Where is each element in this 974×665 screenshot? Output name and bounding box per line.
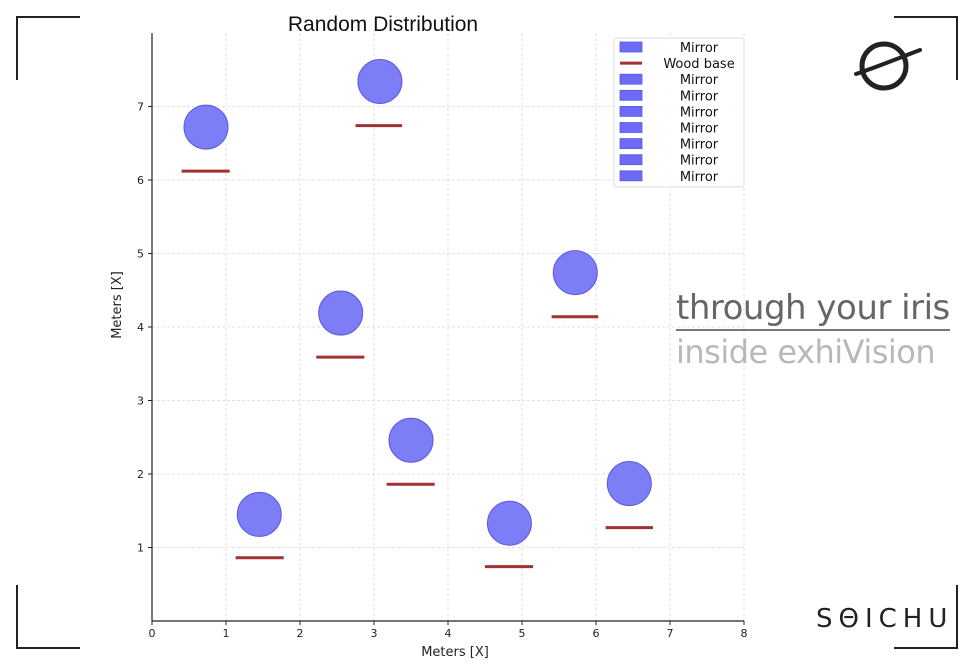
legend-swatch-mirror [619, 41, 643, 53]
x-tick-label: 2 [297, 627, 304, 640]
legend-label: Mirror [680, 154, 719, 169]
y-axis-label: Meters [X] [110, 271, 125, 339]
mirror-point [183, 104, 229, 150]
y-tick-label: 4 [137, 321, 144, 334]
mirror-point [606, 461, 652, 507]
y-tick-label: 7 [137, 101, 144, 114]
mirror-point [388, 417, 434, 463]
x-axis-label: Meters [X] [421, 645, 489, 660]
plot-marks [181, 59, 653, 569]
mirror-point [318, 290, 364, 336]
chart-title: Random Distribution [288, 13, 478, 36]
x-tick-label: 3 [371, 627, 378, 640]
y-tick-label: 1 [137, 542, 144, 555]
legend-swatch-mirror [619, 138, 643, 150]
legend-label: Mirror [680, 73, 719, 88]
theta-swoosh-icon [854, 41, 922, 91]
legend-swatch-mirror [619, 170, 643, 182]
tagline-secondary: inside exhiVision [676, 333, 936, 371]
legend-label: Mirror [680, 170, 719, 185]
y-tick-label: 5 [137, 248, 144, 261]
y-tick-label: 2 [137, 468, 144, 481]
legend-label: Wood base [663, 57, 734, 72]
x-tick-label: 0 [149, 627, 156, 640]
brand-wordmark: SΘICHU [816, 604, 954, 634]
axes: 0 1 2 3 4 5 6 7 8 1 2 3 4 5 6 7 [137, 33, 748, 640]
legend-label: Mirror [680, 138, 719, 153]
legend-swatch-mirror [619, 122, 643, 133]
mirror-point [486, 500, 532, 546]
x-tick-label: 5 [519, 627, 526, 640]
x-tick-label: 1 [223, 627, 230, 640]
mirror-point [236, 491, 282, 537]
y-tick-label: 3 [137, 395, 144, 408]
legend-box [613, 37, 745, 188]
tagline-primary: through your iris [676, 288, 950, 331]
x-tick-label: 6 [593, 627, 600, 640]
legend-label: Mirror [680, 122, 719, 137]
y-tick-label: 6 [137, 174, 144, 187]
frame-corner-top-left [16, 16, 80, 80]
frame-corner-bottom-left [16, 585, 80, 649]
x-tick-label: 7 [667, 627, 674, 640]
mirror-point [552, 250, 598, 296]
x-tick-label: 4 [445, 627, 452, 640]
frame-corner-top-right [894, 16, 958, 80]
legend-label: Mirror [680, 105, 719, 120]
frame-corner-bottom-right [894, 585, 958, 649]
legend-swatch-mirror [619, 106, 643, 117]
legend-swatch-mirror [619, 73, 643, 85]
legend-label: Mirror [680, 89, 719, 104]
mirror-point [357, 59, 403, 105]
x-tick-label: 8 [741, 627, 748, 640]
legend-swatch-mirror [619, 89, 643, 101]
legend-label: Mirror [680, 41, 719, 56]
legend-swatch-mirror [619, 154, 643, 166]
